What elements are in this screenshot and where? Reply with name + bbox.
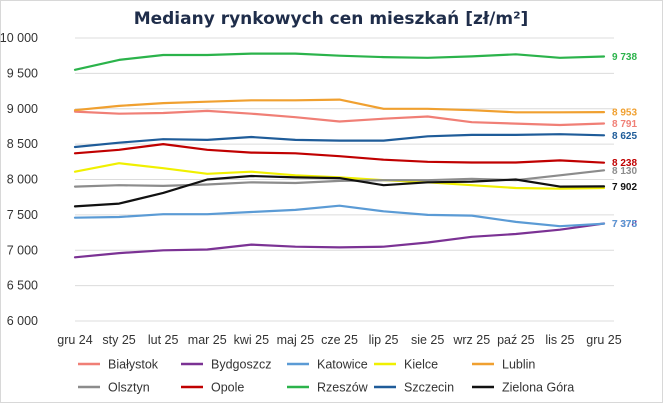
series-line-katowice [73, 204, 606, 228]
x-axis: gru 24 sty 25 lut 25 mar 25 kwi 25 maj 25 cze … [57, 333, 621, 347]
end-value-label: 9 738 [612, 52, 637, 63]
series-line-opole [73, 143, 606, 164]
series-line-białystok [73, 109, 606, 127]
series-line-zielona-góra [73, 174, 606, 208]
x-tick-label: gru 24 [57, 333, 92, 347]
x-tick-label: sty 25 [102, 333, 135, 347]
legend-label: Szczecin [404, 381, 454, 395]
x-tick-label: kwi 25 [234, 333, 269, 347]
legend-label: Opole [211, 381, 244, 395]
legend: Białystok Bydgoszcz Katowice Kielce Lublin Ol… [78, 358, 574, 395]
chart-title: Mediany rynkowych cen mieszkań [zł/m²] [134, 9, 529, 29]
end-value-label: 7 378 [612, 219, 637, 230]
y-tick-label: 6 000 [7, 314, 38, 328]
y-tick-label: 7 000 [7, 243, 38, 257]
series-line-szczecin [73, 133, 606, 149]
end-value-label: 8 625 [612, 131, 637, 142]
x-tick-label: gru 25 [586, 333, 621, 347]
series-line-rzeszów [73, 52, 606, 71]
end-value-label: 7 375 [612, 219, 637, 230]
end-value-label: 8 953 [612, 108, 637, 119]
end-value-label: 8 238 [612, 158, 637, 169]
x-tick-label: mar 25 [188, 333, 227, 347]
y-tick-label: 9 500 [7, 66, 38, 80]
y-tick-label: 9 000 [7, 102, 38, 116]
legend-label: Lublin [502, 358, 535, 372]
x-tick-label: wrz 25 [452, 333, 490, 347]
series-line-bydgoszcz [73, 222, 606, 259]
end-value-label: 8 130 [612, 166, 637, 177]
series-lines [73, 52, 606, 259]
legend-label: Zielona Góra [502, 381, 574, 395]
y-tick-label: 7 500 [7, 208, 38, 222]
x-tick-label: sie 25 [411, 333, 444, 347]
legend-label: Białystok [108, 358, 159, 372]
x-tick-label: lip 25 [369, 333, 399, 347]
end-value-label: 7 902 [612, 182, 637, 193]
y-tick-label: 6 500 [7, 279, 38, 293]
x-tick-label: cze 25 [321, 333, 358, 347]
x-tick-label: maj 25 [277, 333, 315, 347]
y-tick-label: 8 000 [7, 173, 38, 187]
legend-label: Rzeszów [317, 381, 369, 395]
legend-label: Olsztyn [108, 381, 150, 395]
x-tick-label: lut 25 [148, 333, 179, 347]
x-tick-label: lis 25 [545, 333, 574, 347]
y-axis: 6 000 6 500 7 000 7 500 8 000 8 500 9 000 9 500… [0, 31, 38, 328]
y-tick-label: 10 000 [0, 31, 38, 45]
x-tick-label: paź 25 [497, 333, 535, 347]
legend-label: Kielce [404, 358, 438, 372]
legend-label: Katowice [317, 358, 368, 372]
y-tick-label: 8 500 [7, 137, 38, 151]
series-line-lublin [73, 98, 606, 114]
end-value-label: 8 791 [612, 119, 637, 130]
grid [75, 37, 614, 322]
legend-label: Bydgoszcz [211, 358, 271, 372]
